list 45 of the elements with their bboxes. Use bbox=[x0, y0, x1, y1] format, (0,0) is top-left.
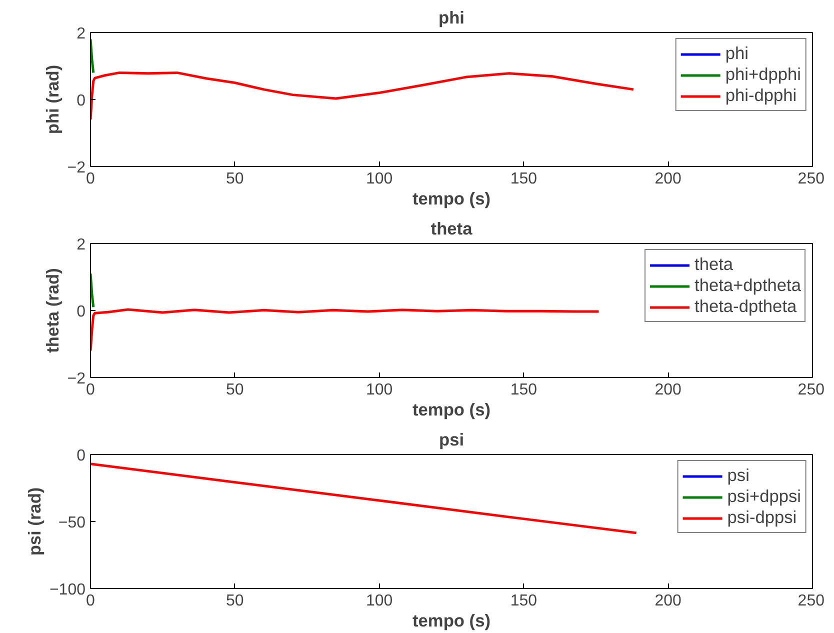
line-series bbox=[90, 308, 600, 352]
x-tick-label: 50 bbox=[226, 170, 244, 188]
x-axis-title: tempo (s) bbox=[412, 610, 490, 630]
y-tick-label: 2 bbox=[76, 26, 86, 42]
x-tick-label: 250 bbox=[798, 382, 825, 398]
legend-label: theta-dptheta bbox=[694, 296, 797, 317]
x-tick-label: 50 bbox=[226, 592, 244, 610]
x-tick-label: 100 bbox=[366, 382, 393, 398]
x-tick-label: 150 bbox=[510, 592, 538, 610]
y-tick-label: −50 bbox=[58, 514, 86, 532]
line-series bbox=[90, 71, 635, 121]
x-tick-label: 200 bbox=[654, 592, 682, 610]
chart-title: theta bbox=[430, 218, 473, 238]
chart-title: psi bbox=[438, 430, 464, 450]
legend-label: psi-dppsi bbox=[727, 507, 797, 528]
y-tick-label: 2 bbox=[76, 236, 86, 254]
legend-label: phi-dpphi bbox=[725, 85, 797, 106]
y-axis-title: theta (rad) bbox=[42, 268, 62, 353]
legend-label: phi+dpphi bbox=[725, 64, 801, 85]
x-tick-label: 250 bbox=[798, 170, 825, 188]
chart-title: phi bbox=[438, 8, 464, 28]
line-series bbox=[90, 462, 638, 534]
y-axis-title: phi (rad) bbox=[42, 64, 62, 134]
y-tick-label: −2 bbox=[67, 160, 86, 176]
legend-label: psi+dppsi bbox=[727, 486, 801, 507]
x-tick-label: 200 bbox=[654, 382, 682, 398]
x-tick-label: 100 bbox=[366, 170, 393, 188]
y-tick-label: 0 bbox=[76, 448, 86, 464]
y-tick-label: 0 bbox=[76, 304, 86, 320]
x-tick-label: 150 bbox=[510, 382, 538, 398]
legend-label: phi bbox=[725, 43, 748, 64]
x-tick-label: 200 bbox=[654, 170, 682, 188]
y-tick-label: 0 bbox=[76, 92, 86, 110]
x-tick-label: 50 bbox=[226, 382, 244, 398]
x-axis-title: tempo (s) bbox=[412, 400, 490, 420]
legend-label: psi bbox=[727, 465, 750, 486]
x-tick-label: 100 bbox=[366, 592, 393, 610]
legend-label: theta+dptheta bbox=[694, 275, 801, 296]
y-tick-label: −2 bbox=[67, 370, 86, 388]
x-tick-label: 150 bbox=[510, 170, 538, 188]
y-tick-label: −100 bbox=[49, 582, 86, 598]
y-axis-title: psi (rad) bbox=[24, 487, 44, 556]
x-axis-title: tempo (s) bbox=[412, 188, 490, 208]
legend-label: theta bbox=[694, 254, 734, 275]
x-tick-label: 250 bbox=[798, 592, 825, 610]
